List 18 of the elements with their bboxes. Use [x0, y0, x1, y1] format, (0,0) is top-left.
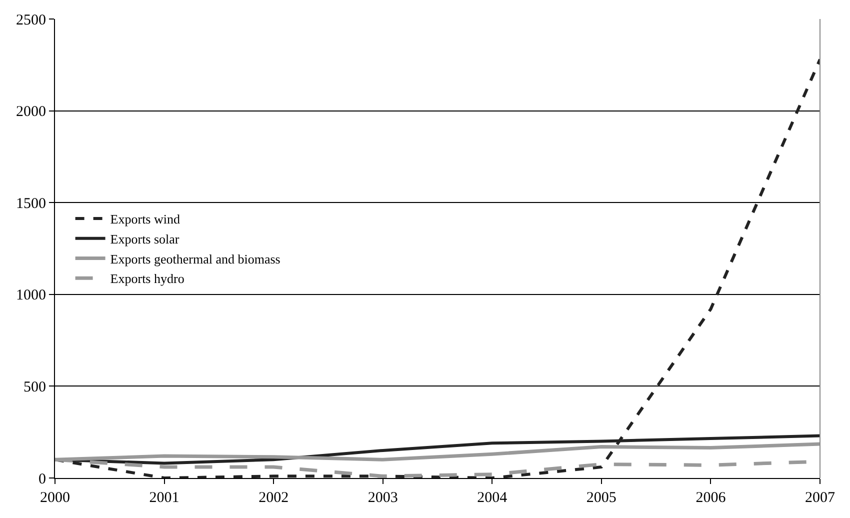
y-tick-label: 2000 [16, 104, 46, 120]
y-tick-label: 2500 [16, 12, 46, 28]
x-tick-label: 2007 [805, 490, 836, 506]
legend-label: Exports geothermal and biomass [110, 251, 280, 266]
x-tick-label: 2002 [258, 490, 289, 506]
legend-label: Exports solar [110, 231, 180, 246]
y-tick-label: 1500 [16, 196, 46, 212]
x-tick-label: 2001 [149, 490, 180, 506]
y-tick-label: 500 [24, 379, 46, 396]
y-tick-label: 0 [38, 471, 46, 488]
x-tick-label: 2005 [586, 490, 616, 506]
legend-label: Exports hydro [110, 271, 184, 286]
y-tick-label: 1000 [16, 288, 46, 304]
x-tick-label: 2004 [477, 490, 508, 506]
x-tick-label: 2003 [368, 490, 398, 506]
x-tick-label: 2006 [696, 490, 726, 506]
legend-label: Exports wind [110, 212, 180, 227]
x-tick-label: 2000 [40, 490, 70, 506]
